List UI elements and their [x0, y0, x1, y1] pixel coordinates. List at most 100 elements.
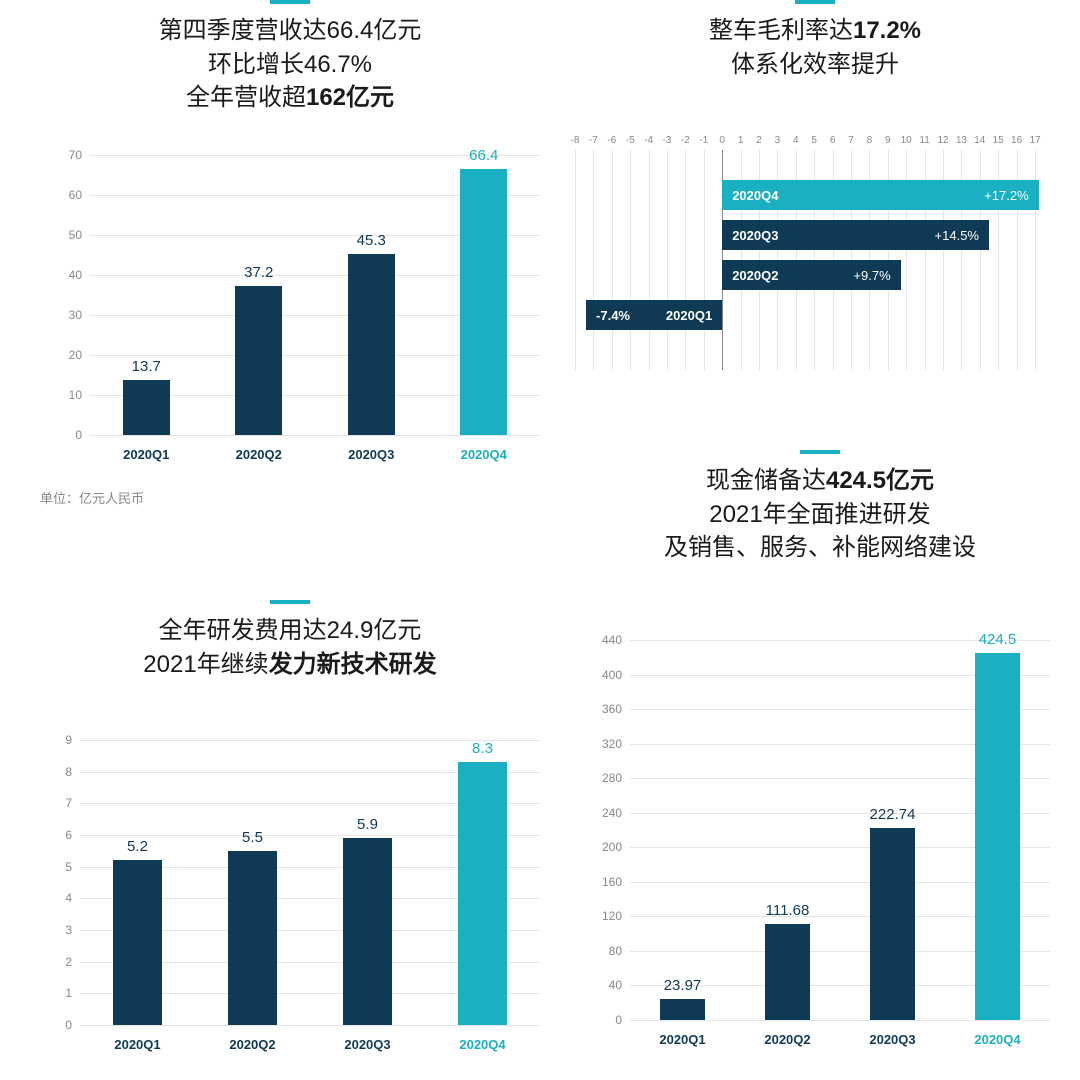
title-line: 第四季度营收达66.4亿元: [30, 14, 550, 48]
bar: 23.97: [660, 999, 704, 1020]
hbar-value: +14.5%: [935, 228, 989, 243]
hbar-row: 2020Q3 +14.5%: [575, 220, 1035, 250]
x-tick-label: -6: [607, 135, 616, 146]
y-tick-label: 40: [69, 268, 90, 282]
unit-note-revenue: 单位：亿元人民币: [40, 488, 144, 507]
hbar: -7.4%2020Q1: [586, 300, 722, 330]
x-tick-label: 13: [956, 135, 967, 146]
bar-value-label: 424.5: [979, 631, 1017, 648]
x-tick-label: 9: [885, 135, 891, 146]
y-tick-label: 30: [69, 308, 90, 322]
y-tick-label: 200: [602, 840, 630, 854]
x-tick-label: 12: [937, 135, 948, 146]
bar-value-label: 66.4: [469, 147, 498, 164]
x-tick-label: 2: [756, 135, 762, 146]
panel-revenue: 第四季度营收达66.4亿元环比增长46.7%全年营收超162亿元 0102030…: [30, 0, 550, 510]
hbar-category: 2020Q4: [722, 188, 778, 203]
x-category-label: 2020Q1: [659, 1032, 705, 1047]
title-bold: 162亿元: [306, 84, 394, 111]
y-tick-label: 4: [65, 891, 80, 905]
bar: 37.2: [235, 286, 282, 435]
title-text: 第四季度营收达66.4亿元: [159, 17, 422, 44]
y-tick-label: 1: [65, 986, 80, 1000]
hbar: 2020Q3 +14.5%: [722, 220, 989, 250]
y-tick-label: 360: [602, 702, 630, 716]
title-text: 2021年全面推进研发: [709, 501, 930, 528]
gridline: [80, 1025, 540, 1026]
bar-value-label: 5.5: [242, 829, 263, 846]
title-line: 现金储备达424.5亿元: [570, 464, 1070, 498]
gridline: [80, 740, 540, 741]
y-tick-label: 10: [69, 388, 90, 402]
gridline: [90, 435, 540, 436]
x-tick-label: 16: [1011, 135, 1022, 146]
x-tick-label: 6: [830, 135, 836, 146]
panel-rnd: 全年研发费用达24.9亿元2021年继续发力新技术研发 01234567895.…: [30, 600, 550, 1070]
title-line: 2021年继续发力新技术研发: [30, 648, 550, 682]
bar: 5.5: [228, 851, 276, 1025]
y-tick-label: 400: [602, 668, 630, 682]
y-tick-label: 3: [65, 923, 80, 937]
y-tick-label: 440: [602, 633, 630, 647]
accent-bar: [270, 600, 310, 604]
bar: 111.68: [765, 924, 809, 1020]
title-block-rnd: 全年研发费用达24.9亿元2021年继续发力新技术研发: [30, 600, 550, 681]
x-tick-label: 7: [848, 135, 854, 146]
chart-rnd: 01234567895.22020Q15.52020Q25.92020Q38.3…: [30, 740, 550, 1065]
bar-value-label: 23.97: [664, 977, 702, 994]
y-tick-label: 40: [609, 978, 630, 992]
title-text: 环比增长46.7%: [208, 51, 372, 78]
x-category-label: 2020Q2: [236, 447, 282, 462]
title-text: 2021年继续: [143, 651, 268, 678]
hbar-category: 2020Q3: [722, 228, 778, 243]
hbar-value: +17.2%: [984, 188, 1038, 203]
bar-value-label: 5.9: [357, 816, 378, 833]
bar-value-label: 5.2: [127, 838, 148, 855]
bar: 8.3: [458, 762, 506, 1025]
title-text: 全年营收超: [186, 84, 306, 111]
x-tick-label: -7: [589, 135, 598, 146]
bar: 5.9: [343, 838, 391, 1025]
bar: 424.5: [975, 653, 1019, 1020]
bar-value-label: 37.2: [244, 264, 273, 281]
hbar-category: 2020Q1: [666, 308, 722, 323]
x-tick-label: 14: [974, 135, 985, 146]
hbar-row: 2020Q4 +17.2%: [575, 180, 1035, 210]
x-tick-label: 10: [901, 135, 912, 146]
x-category-label: 2020Q2: [764, 1032, 810, 1047]
title-block-cash: 现金储备达424.5亿元 2021年全面推进研发及销售、服务、补能网络建设: [570, 450, 1070, 565]
hbar: 2020Q2 +9.7%: [722, 260, 900, 290]
accent-bar: [270, 0, 310, 4]
y-tick-label: 0: [75, 428, 90, 442]
x-category-label: 2020Q2: [229, 1037, 275, 1052]
x-category-label: 2020Q4: [461, 447, 507, 462]
title-block-revenue: 第四季度营收达66.4亿元环比增长46.7% 全年营收超162亿元: [30, 0, 550, 115]
chart-revenue: 01020304050607013.72020Q137.22020Q245.32…: [30, 155, 550, 475]
title-block-margin: 整车毛利率达17.2% 体系化效率提升: [575, 0, 1055, 81]
title-bold: 424.5亿元: [826, 467, 934, 494]
x-tick-label: -4: [644, 135, 653, 146]
plot-area: 01234567895.22020Q15.52020Q25.92020Q38.3…: [80, 740, 540, 1025]
x-tick-label: 11: [919, 135, 929, 146]
y-tick-label: 120: [602, 909, 630, 923]
y-tick-label: 20: [69, 348, 90, 362]
bar-value-label: 45.3: [357, 232, 386, 249]
bar-value-label: 222.74: [870, 806, 916, 823]
plot-area: 01020304050607013.72020Q137.22020Q245.32…: [90, 155, 540, 435]
bar-value-label: 8.3: [472, 740, 493, 757]
title-text: 整车毛利率达: [709, 17, 853, 44]
bar-value-label: 13.7: [132, 358, 161, 375]
x-tick-label: -1: [699, 135, 708, 146]
gridline: [630, 1020, 1050, 1021]
panel-margin: 整车毛利率达17.2%体系化效率提升 -8-7-6-5-4-3-2-101234…: [575, 0, 1055, 400]
title-line: 全年营收超162亿元: [30, 81, 550, 115]
hbar-value: +9.7%: [853, 268, 900, 283]
title-line: 及销售、服务、补能网络建设: [570, 531, 1070, 565]
title-text: 体系化效率提升: [731, 51, 899, 78]
x-category-label: 2020Q3: [348, 447, 394, 462]
hbar-category: 2020Q2: [722, 268, 778, 283]
x-tick-label: 15: [993, 135, 1004, 146]
x-tick-label: 4: [793, 135, 799, 146]
title-bold: 17.2%: [853, 17, 921, 44]
hbar-row: 2020Q2 +9.7%: [575, 260, 1035, 290]
